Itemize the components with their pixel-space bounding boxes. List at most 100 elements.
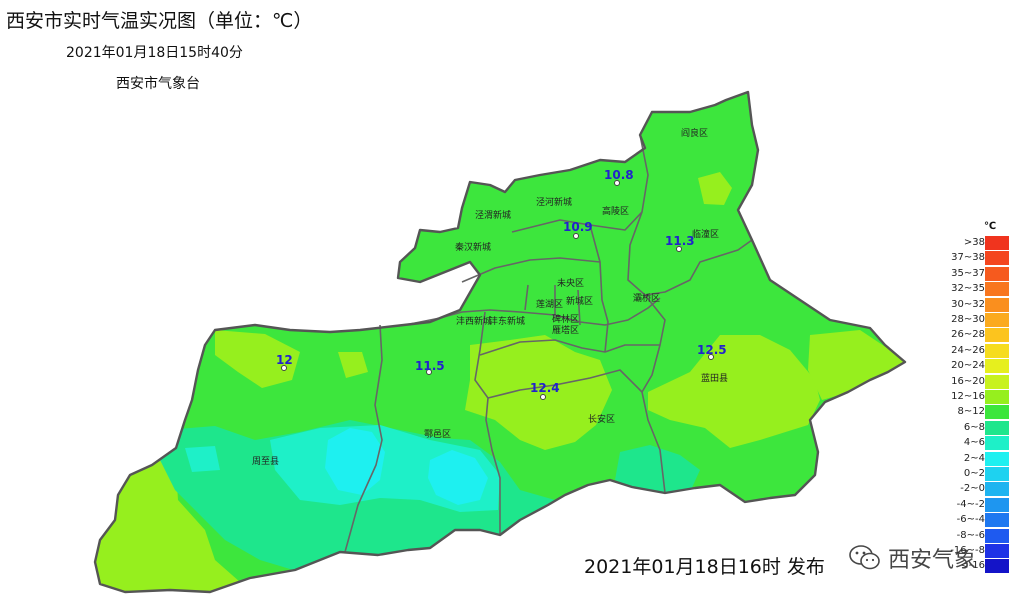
legend-label: 28~30 xyxy=(951,314,985,325)
legend-swatch xyxy=(985,266,1009,282)
station-marker xyxy=(426,369,432,375)
legend-swatch xyxy=(985,343,1009,359)
legend-item: 12~16 xyxy=(948,390,1012,405)
zone-12-16-east xyxy=(648,335,820,448)
legend-label: 6~8 xyxy=(963,421,985,433)
legend-item: 8~12 xyxy=(948,405,1012,421)
district-label: 泾河新城 xyxy=(536,196,572,208)
legend-label: 12~16 xyxy=(951,391,985,402)
station-marker xyxy=(676,246,682,252)
legend-label: -8~-6 xyxy=(956,529,985,541)
legend-swatch xyxy=(985,359,1009,375)
legend-item: -6~-4 xyxy=(948,513,1012,529)
district-label: 新城区 xyxy=(566,295,593,307)
legend-swatch xyxy=(985,405,1009,421)
district-labels: 阎良区 泾河新城 高陵区 泾渭新城 秦汉新城 临潼区 未央区 莲湖区 新城区 灞… xyxy=(252,127,728,467)
station-value: 11.5 xyxy=(415,359,445,373)
zone-6-8-south xyxy=(615,445,700,495)
legend-swatch xyxy=(985,544,1009,559)
zone-4-6-small xyxy=(185,446,220,472)
legend-label: 24~26 xyxy=(951,344,985,356)
legend-item: 2~4 xyxy=(948,451,1012,467)
legend-swatch xyxy=(985,513,1009,529)
station-readings: 10.8 10.9 11.3 12 11.5 12.4 12.5 xyxy=(276,168,727,400)
zone-12-16-northwest xyxy=(215,330,300,388)
legend-label: >38 xyxy=(963,237,985,248)
legend-swatch xyxy=(985,374,1009,390)
station-marker xyxy=(540,394,546,400)
station-value: 11.3 xyxy=(665,234,695,248)
zone-12-16-small xyxy=(338,352,368,378)
district-label: 周至县 xyxy=(252,456,279,467)
legend-item: >38 xyxy=(948,236,1012,251)
station-value: 10.8 xyxy=(604,168,634,182)
legend-label: 2~4 xyxy=(963,452,985,464)
legend-label: -16~-8 xyxy=(950,545,985,556)
xian-outline xyxy=(93,90,907,594)
legend-item: 28~30 xyxy=(948,313,1012,328)
legend-swatch xyxy=(985,482,1009,498)
district-boundaries xyxy=(344,134,753,553)
district-label: 泾渭新城 xyxy=(475,209,511,221)
district-label: 未央区 xyxy=(557,277,584,289)
district-label: 阎良区 xyxy=(681,127,708,139)
legend-swatch xyxy=(985,313,1009,328)
legend-unit: ℃ xyxy=(984,221,997,232)
legend-label: -4~-2 xyxy=(956,498,985,510)
zone-12-16-north-patch xyxy=(698,172,732,205)
legend-swatch xyxy=(985,251,1009,267)
legend-label: -2~0 xyxy=(960,483,985,495)
observation-datetime: 2021年01月18日15时40分 xyxy=(66,45,243,61)
legend-item: -16~-8 xyxy=(948,544,1012,559)
legend-swatch xyxy=(985,451,1009,467)
zone-2-4-b xyxy=(428,450,488,505)
district-label: 碑林区 xyxy=(552,313,579,325)
legend-item: -8~-6 xyxy=(948,528,1012,544)
legend-label: 16~20 xyxy=(951,375,985,387)
legend-swatch xyxy=(985,390,1009,405)
legend-item: 20~24 xyxy=(948,359,1012,375)
watermark-text: 西安气象 xyxy=(888,548,977,573)
district-label: 鄠邑区 xyxy=(424,429,451,440)
district-label: 高陵区 xyxy=(602,205,629,217)
district-label: 临潼区 xyxy=(692,228,719,240)
station-value: 10.9 xyxy=(563,220,593,234)
station-marker xyxy=(573,233,579,239)
district-label: 秦汉新城 xyxy=(455,241,491,253)
legend-item: 32~35 xyxy=(948,282,1012,298)
legend-label: 20~24 xyxy=(951,360,985,372)
district-label: 长安区 xyxy=(588,413,615,425)
legend-label: -6~-4 xyxy=(956,514,985,526)
station-marker xyxy=(708,354,714,360)
legend-item: 24~26 xyxy=(948,343,1012,359)
legend-label: 37~38 xyxy=(951,252,985,264)
legend-swatch xyxy=(985,497,1009,513)
legend-item: 16~20 xyxy=(948,374,1012,390)
legend-swatch xyxy=(985,282,1009,298)
station-value: 12 xyxy=(276,353,293,367)
legend-item: 35~37 xyxy=(948,266,1012,282)
legend-swatch xyxy=(985,559,1009,575)
legend-item: -2~0 xyxy=(948,482,1012,498)
zone-12-16-center xyxy=(465,335,612,450)
watermark: 西安气象 xyxy=(848,542,976,574)
legend-swatch xyxy=(985,528,1009,544)
legend-swatch xyxy=(985,420,1009,436)
legend-item: 26~28 xyxy=(948,328,1012,344)
district-label: 沣西新城 xyxy=(456,315,492,327)
legend-item: 0~2 xyxy=(948,467,1012,482)
district-label: 莲湖区 xyxy=(536,298,563,310)
publish-time: 2021年01月18日16时 发布 xyxy=(584,556,825,578)
district-label: 灞桥区 xyxy=(633,292,660,304)
zone-12-16-far-east xyxy=(808,330,905,400)
legend-item: <-16 xyxy=(948,559,1012,575)
station-value: 12.4 xyxy=(530,381,560,395)
legend-label: 26~28 xyxy=(951,329,985,341)
legend-item: 4~6 xyxy=(948,436,1012,452)
legend-label: 35~37 xyxy=(951,267,985,279)
legend-swatch xyxy=(985,236,1009,251)
legend-swatch xyxy=(985,297,1009,313)
legend-item: -4~-2 xyxy=(948,497,1012,513)
legend-item: 30~32 xyxy=(948,297,1012,313)
